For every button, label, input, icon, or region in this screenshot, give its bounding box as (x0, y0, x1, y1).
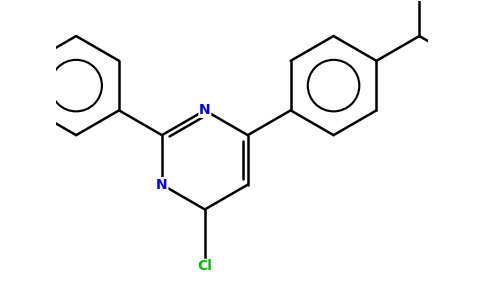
Text: N: N (156, 178, 168, 192)
Text: N: N (199, 103, 211, 117)
Text: Cl: Cl (197, 260, 212, 273)
